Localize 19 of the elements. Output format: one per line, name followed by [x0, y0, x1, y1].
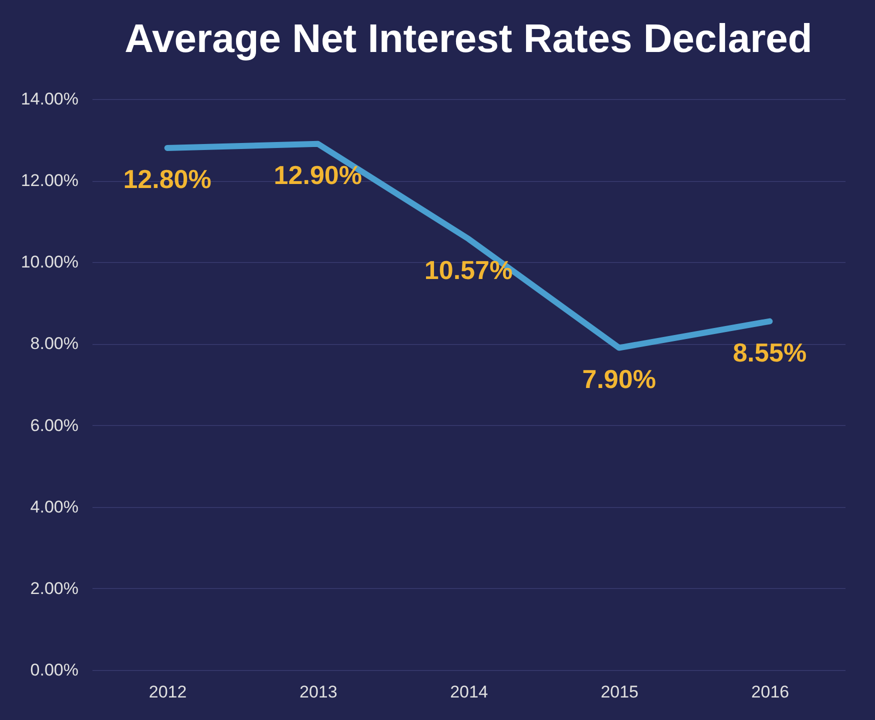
x-tick-label: 2015: [600, 682, 639, 702]
x-tick-label: 2012: [148, 682, 187, 702]
y-tick-label: 12.00%: [20, 171, 78, 190]
data-label: 12.80%: [123, 164, 212, 194]
data-label: 12.90%: [274, 160, 362, 190]
y-tick-label: 0.00%: [30, 660, 78, 680]
y-tick-label: 4.00%: [30, 497, 78, 516]
chart-title: Average Net Interest Rates Declared: [124, 17, 812, 61]
y-tick-label: 14.00%: [20, 90, 78, 108]
y-tick-label: 10.00%: [20, 252, 78, 272]
y-tick-label: 8.00%: [30, 334, 78, 354]
data-label: 8.55%: [732, 337, 807, 368]
x-tick-label: 2014: [450, 682, 488, 702]
y-tick-label: 6.00%: [30, 416, 78, 435]
y-tick-label: 2.00%: [30, 578, 78, 598]
data-label: 7.90%: [582, 364, 656, 394]
x-tick-label: 2016: [751, 682, 790, 702]
x-tick-label: 2013: [299, 682, 338, 702]
data-label: 10.57%: [424, 254, 513, 285]
